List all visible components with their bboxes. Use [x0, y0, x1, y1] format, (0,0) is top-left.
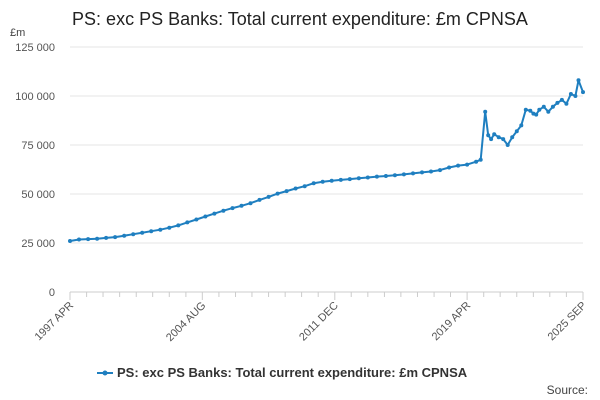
data-point[interactable]: [555, 100, 560, 105]
data-point[interactable]: [392, 173, 397, 178]
data-point[interactable]: [411, 171, 415, 176]
data-point[interactable]: [329, 178, 334, 183]
data-point[interactable]: [546, 109, 551, 114]
data-point[interactable]: [537, 107, 542, 112]
data-point[interactable]: [496, 135, 501, 140]
x-tick-label: 2011 DEC: [297, 300, 341, 344]
data-point[interactable]: [576, 78, 581, 83]
series-layer: [68, 78, 585, 243]
data-point[interactable]: [338, 177, 343, 182]
data-point[interactable]: [95, 236, 100, 241]
data-point[interactable]: [534, 112, 539, 117]
data-point[interactable]: [438, 168, 442, 173]
data-point[interactable]: [523, 107, 528, 112]
x-tick-label: 2019 APR: [430, 300, 474, 344]
data-point[interactable]: [122, 233, 127, 238]
data-point[interactable]: [77, 237, 81, 242]
data-point[interactable]: [486, 133, 491, 138]
series-line: [69, 79, 584, 242]
data-point[interactable]: [194, 217, 199, 222]
data-point[interactable]: [456, 163, 461, 168]
data-point[interactable]: [568, 92, 573, 96]
data-point[interactable]: [492, 132, 497, 137]
y-axis-unit-label: £m: [10, 27, 25, 39]
data-point[interactable]: [140, 230, 145, 235]
data-point[interactable]: [167, 225, 172, 230]
data-point[interactable]: [559, 97, 564, 102]
data-point[interactable]: [374, 174, 379, 179]
data-point[interactable]: [221, 208, 226, 213]
data-point[interactable]: [203, 214, 208, 219]
data-point[interactable]: [550, 104, 555, 109]
data-point[interactable]: [275, 191, 280, 196]
data-point[interactable]: [104, 235, 109, 240]
data-point[interactable]: [239, 203, 244, 208]
data-point[interactable]: [429, 169, 433, 174]
x-tick-label: 1997 APR: [33, 300, 77, 344]
data-point[interactable]: [474, 159, 479, 164]
data-point[interactable]: [68, 239, 72, 243]
y-axis-ticks: 0 25 000 50 000 75 000 100 000 125 000: [15, 42, 55, 299]
data-point[interactable]: [284, 189, 289, 194]
y-tick-label: 50 000: [21, 189, 55, 201]
data-point[interactable]: [257, 197, 262, 202]
data-point[interactable]: [447, 165, 452, 170]
legend[interactable]: PS: exc PS Banks: Total current expendit…: [97, 365, 468, 380]
data-point[interactable]: [356, 176, 361, 181]
data-point[interactable]: [293, 186, 298, 191]
data-point[interactable]: [86, 237, 91, 242]
source-label[interactable]: Source:: [547, 383, 588, 397]
legend-swatch-marker: [102, 370, 108, 376]
y-tick-label: 75 000: [21, 140, 55, 152]
data-point[interactable]: [478, 157, 483, 162]
data-point[interactable]: [176, 223, 181, 228]
data-point[interactable]: [581, 90, 585, 95]
x-tick-label: 2025 SEP: [546, 300, 590, 344]
data-point[interactable]: [149, 229, 154, 234]
y-tick-label: 100 000: [15, 91, 55, 103]
data-point[interactable]: [365, 175, 370, 180]
data-point[interactable]: [528, 108, 533, 113]
chart-title: PS: exc PS Banks: Total current expendit…: [72, 9, 528, 29]
data-point[interactable]: [510, 135, 515, 140]
data-point[interactable]: [465, 162, 470, 167]
data-point[interactable]: [347, 177, 352, 182]
data-point[interactable]: [573, 94, 578, 98]
data-point[interactable]: [541, 104, 546, 109]
x-tick-label: 2004 AUG: [164, 300, 208, 344]
data-point[interactable]: [401, 172, 406, 177]
data-point[interactable]: [230, 206, 235, 211]
x-axis-ticks: 1997 APR 2004 AUG 2011 DEC 2019 APR 2025 SEP: [33, 292, 590, 344]
y-tick-label: 125 000: [15, 42, 55, 54]
data-point[interactable]: [212, 211, 217, 216]
y-tick-label: 25 000: [21, 238, 55, 250]
y-tick-label: 0: [49, 287, 55, 299]
data-point[interactable]: [302, 184, 307, 189]
data-point[interactable]: [420, 170, 424, 175]
data-point[interactable]: [113, 235, 118, 240]
data-point[interactable]: [483, 109, 488, 114]
data-point[interactable]: [248, 201, 253, 206]
data-point[interactable]: [564, 101, 569, 106]
data-point[interactable]: [514, 129, 519, 134]
data-point[interactable]: [320, 179, 325, 184]
data-point[interactable]: [489, 137, 494, 142]
data-point[interactable]: [131, 232, 136, 237]
gridlines: [70, 46, 583, 244]
data-point[interactable]: [311, 181, 316, 186]
data-point[interactable]: [185, 220, 190, 225]
data-point[interactable]: [505, 143, 510, 147]
data-point[interactable]: [501, 137, 506, 142]
data-point[interactable]: [519, 123, 524, 128]
legend-label: PS: exc PS Banks: Total current expendit…: [117, 365, 468, 380]
data-point[interactable]: [266, 194, 271, 199]
data-point[interactable]: [158, 227, 163, 232]
data-point[interactable]: [383, 174, 388, 178]
